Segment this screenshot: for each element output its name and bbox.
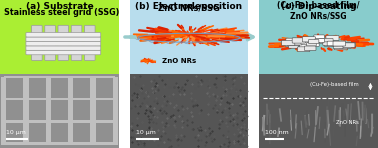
FancyBboxPatch shape bbox=[297, 47, 310, 52]
Circle shape bbox=[135, 36, 145, 40]
FancyBboxPatch shape bbox=[292, 38, 306, 43]
Text: 10 μm: 10 μm bbox=[136, 130, 156, 135]
FancyBboxPatch shape bbox=[71, 25, 82, 61]
FancyBboxPatch shape bbox=[334, 45, 347, 50]
FancyBboxPatch shape bbox=[26, 50, 101, 55]
FancyBboxPatch shape bbox=[299, 43, 313, 48]
FancyBboxPatch shape bbox=[288, 44, 299, 48]
Bar bbox=[4, 98, 115, 100]
FancyBboxPatch shape bbox=[282, 40, 295, 46]
FancyBboxPatch shape bbox=[345, 43, 356, 47]
FancyBboxPatch shape bbox=[26, 37, 101, 41]
FancyBboxPatch shape bbox=[332, 41, 343, 46]
FancyBboxPatch shape bbox=[333, 41, 345, 46]
Text: (Cu-Fe)-based film: (Cu-Fe)-based film bbox=[310, 82, 359, 87]
Bar bbox=[1, 77, 6, 145]
FancyBboxPatch shape bbox=[26, 41, 101, 46]
Circle shape bbox=[219, 39, 229, 43]
FancyBboxPatch shape bbox=[333, 45, 343, 49]
FancyBboxPatch shape bbox=[327, 41, 339, 46]
FancyBboxPatch shape bbox=[339, 44, 351, 48]
FancyBboxPatch shape bbox=[308, 40, 319, 44]
FancyBboxPatch shape bbox=[324, 43, 334, 47]
FancyBboxPatch shape bbox=[315, 39, 325, 42]
Circle shape bbox=[139, 37, 149, 41]
Circle shape bbox=[233, 36, 243, 40]
FancyBboxPatch shape bbox=[26, 46, 101, 50]
Text: 100 nm: 100 nm bbox=[265, 130, 288, 135]
FancyBboxPatch shape bbox=[85, 25, 95, 61]
Bar bbox=[68, 77, 73, 145]
Bar bbox=[0, 74, 119, 148]
Circle shape bbox=[184, 40, 194, 44]
Circle shape bbox=[149, 39, 159, 43]
Text: (c) Dip-coating: (c) Dip-coating bbox=[281, 2, 356, 11]
FancyBboxPatch shape bbox=[286, 38, 297, 42]
FancyBboxPatch shape bbox=[304, 46, 316, 50]
FancyBboxPatch shape bbox=[58, 25, 69, 61]
FancyBboxPatch shape bbox=[320, 38, 333, 44]
FancyBboxPatch shape bbox=[287, 41, 299, 46]
Text: ZnO NRs: ZnO NRs bbox=[162, 58, 196, 64]
FancyBboxPatch shape bbox=[314, 35, 324, 39]
FancyBboxPatch shape bbox=[299, 41, 308, 44]
Bar bbox=[259, 74, 378, 148]
Text: (b) Electrodeposition: (b) Electrodeposition bbox=[135, 2, 243, 11]
FancyBboxPatch shape bbox=[45, 25, 56, 61]
FancyBboxPatch shape bbox=[285, 43, 294, 47]
Bar bbox=[130, 0, 248, 74]
Text: (a) Substrate: (a) Substrate bbox=[26, 2, 93, 11]
FancyBboxPatch shape bbox=[330, 41, 340, 45]
FancyBboxPatch shape bbox=[302, 37, 316, 42]
Bar bbox=[46, 77, 51, 145]
Text: 10 μm: 10 μm bbox=[6, 130, 26, 135]
Circle shape bbox=[203, 40, 213, 44]
Bar bbox=[259, 0, 378, 74]
FancyBboxPatch shape bbox=[307, 42, 319, 46]
Bar bbox=[259, 74, 378, 148]
Bar bbox=[130, 74, 248, 148]
FancyBboxPatch shape bbox=[343, 43, 355, 48]
Bar bbox=[23, 77, 29, 145]
FancyBboxPatch shape bbox=[301, 41, 310, 44]
Bar bbox=[0, 0, 119, 74]
FancyBboxPatch shape bbox=[289, 40, 302, 45]
Circle shape bbox=[165, 40, 175, 44]
Bar bbox=[4, 120, 115, 123]
FancyBboxPatch shape bbox=[26, 33, 101, 37]
Text: Stainless steel grid (SSG): Stainless steel grid (SSG) bbox=[4, 8, 119, 17]
Text: (Cu-Fe)-based film/
ZnO NRs/SSG: (Cu-Fe)-based film/ ZnO NRs/SSG bbox=[277, 1, 360, 21]
FancyBboxPatch shape bbox=[32, 25, 42, 61]
Text: ZnO NRs/SSG: ZnO NRs/SSG bbox=[158, 4, 220, 13]
FancyBboxPatch shape bbox=[307, 42, 316, 46]
Bar bbox=[4, 142, 115, 145]
FancyBboxPatch shape bbox=[326, 36, 339, 41]
Bar bbox=[4, 76, 115, 78]
FancyBboxPatch shape bbox=[323, 42, 332, 45]
Bar bbox=[113, 77, 118, 145]
Text: ZnO NRs: ZnO NRs bbox=[336, 120, 359, 125]
Bar bbox=[0, 74, 119, 148]
Circle shape bbox=[229, 37, 239, 41]
Bar bbox=[90, 77, 96, 145]
